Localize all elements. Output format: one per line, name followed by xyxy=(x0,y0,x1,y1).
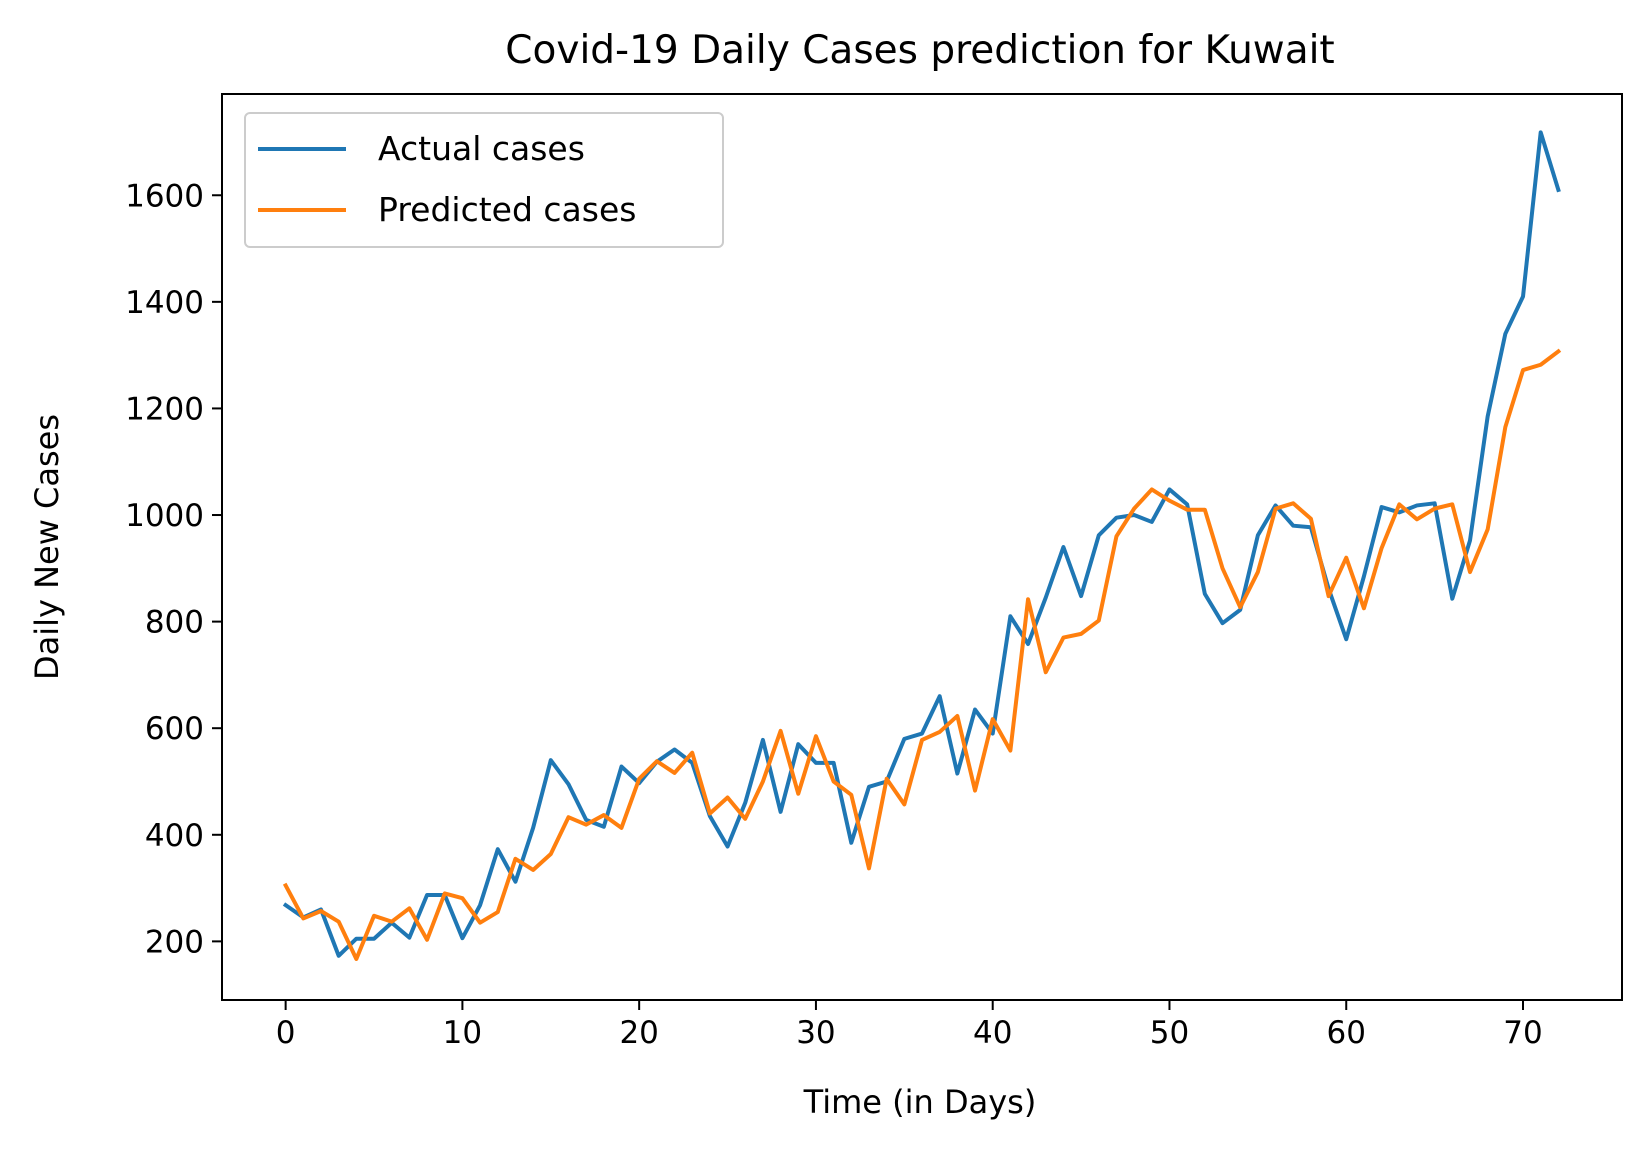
y-tick-label: 1400 xyxy=(125,285,204,321)
legend-label-actual: Actual cases xyxy=(378,129,585,168)
x-tick-label: 70 xyxy=(1503,1015,1542,1051)
x-tick-label: 50 xyxy=(1150,1015,1189,1051)
chart-title: Covid-19 Daily Cases prediction for Kuwa… xyxy=(505,28,1334,73)
legend: Actual cases Predicted cases xyxy=(244,112,724,248)
actual-cases-line xyxy=(282,130,1561,958)
legend-box xyxy=(244,112,724,248)
y-tick-label: 400 xyxy=(145,818,204,854)
x-tick-label: 60 xyxy=(1327,1015,1366,1051)
legend-label-predicted: Predicted cases xyxy=(378,190,636,229)
x-tick-label: 10 xyxy=(443,1015,482,1051)
x-tick-label: 20 xyxy=(619,1015,658,1051)
plot-area-frame xyxy=(221,93,1623,1001)
y-tick-label: 800 xyxy=(145,605,204,641)
x-tick-label: 30 xyxy=(796,1015,835,1051)
predicted-cases-line xyxy=(282,348,1562,961)
y-tick-label: 1200 xyxy=(125,391,204,427)
y-tick-label: 1600 xyxy=(125,178,204,214)
y-tick-label: 600 xyxy=(145,711,204,747)
x-tick-label: 0 xyxy=(276,1015,296,1051)
x-axis-label: Time (in Days) xyxy=(803,1083,1037,1121)
y-axis-label: Daily New Cases xyxy=(28,414,66,680)
y-tick-label: 200 xyxy=(145,924,204,960)
y-tick-label: 1000 xyxy=(125,498,204,534)
x-tick-label: 40 xyxy=(973,1015,1012,1051)
